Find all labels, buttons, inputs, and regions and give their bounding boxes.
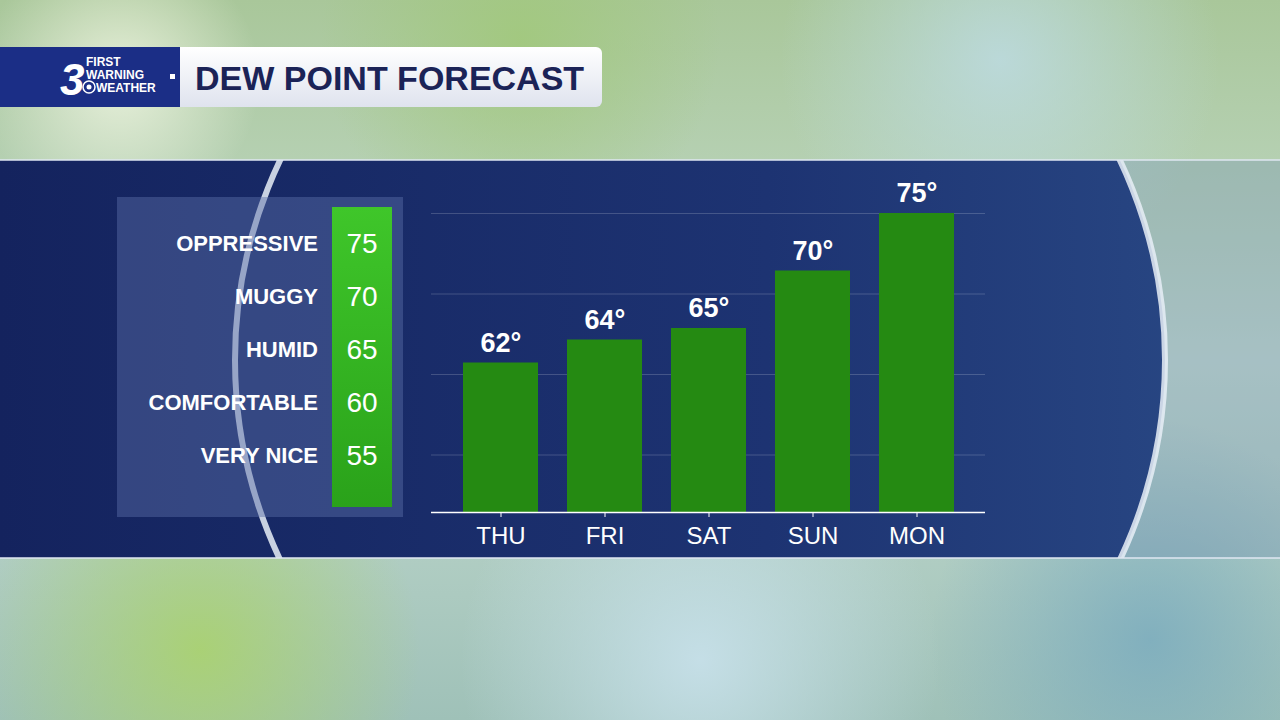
svg-text:VERY NICE: VERY NICE (201, 443, 318, 468)
svg-text:75°: 75° (897, 178, 938, 208)
svg-text:FRI: FRI (586, 522, 625, 549)
svg-text:WEATHER: WEATHER (96, 81, 156, 95)
svg-text:COMFORTABLE: COMFORTABLE (149, 390, 318, 415)
svg-text:THU: THU (476, 522, 525, 549)
svg-text:MUGGY: MUGGY (235, 284, 318, 309)
svg-text:70°: 70° (793, 236, 834, 266)
svg-text:SAT: SAT (687, 522, 732, 549)
svg-text:DEW POINT FORECAST: DEW POINT FORECAST (195, 59, 584, 97)
svg-text:75: 75 (346, 228, 377, 259)
svg-text:65: 65 (346, 334, 377, 365)
svg-text:55: 55 (346, 440, 377, 471)
svg-text:60: 60 (346, 387, 377, 418)
svg-text:MON: MON (889, 522, 945, 549)
svg-text:FIRST: FIRST (86, 55, 121, 69)
svg-text:OPPRESSIVE: OPPRESSIVE (176, 231, 318, 256)
svg-text:WARNING: WARNING (86, 68, 144, 82)
svg-text:SUN: SUN (788, 522, 839, 549)
svg-text:3: 3 (60, 55, 84, 104)
svg-text:HUMID: HUMID (246, 337, 318, 362)
svg-text:62°: 62° (481, 328, 522, 358)
svg-text:70: 70 (346, 281, 377, 312)
svg-text:64°: 64° (585, 305, 626, 335)
svg-text:65°: 65° (689, 293, 730, 323)
